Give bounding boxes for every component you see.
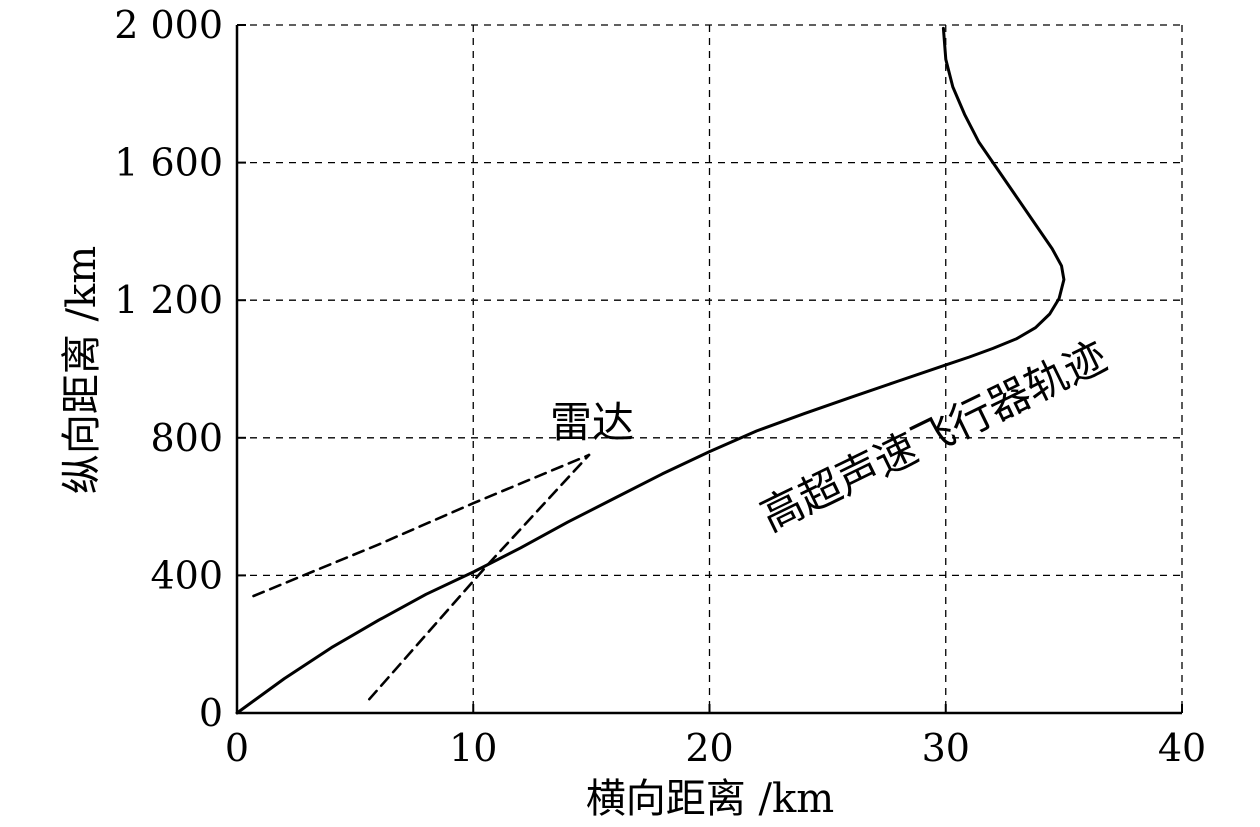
x-axis-title: 横向距离 /km <box>586 776 834 822</box>
radar-beam-line-1 <box>252 453 591 598</box>
grid <box>237 24 1183 713</box>
radar-beam-line-2 <box>367 453 591 701</box>
y-tick-label-800: 800 <box>150 416 223 460</box>
trajectory-line-0 <box>235 26 1066 715</box>
x-tick-label-0: 0 <box>225 726 249 770</box>
x-tick-label-40: 40 <box>1158 726 1206 770</box>
x-tick-label-20: 20 <box>685 726 733 770</box>
x-tick-label-10: 10 <box>449 726 497 770</box>
x-tick-label-30: 30 <box>922 726 970 770</box>
trajectory-annotation: 高超声速飞行器轨迹 <box>753 331 1114 541</box>
y-tick-label-400: 400 <box>150 553 223 597</box>
y-tick-label-2000: 2 000 <box>114 3 223 47</box>
series-layer <box>235 26 1066 715</box>
y-axis-title: 纵向距离 /km <box>59 246 105 494</box>
y-tick-label-1600: 1 600 <box>114 141 223 185</box>
y-tick-label-0: 0 <box>199 691 223 735</box>
radar-annotation: 雷达 <box>550 398 634 447</box>
y-tick-label-1200: 1 200 <box>114 278 223 322</box>
